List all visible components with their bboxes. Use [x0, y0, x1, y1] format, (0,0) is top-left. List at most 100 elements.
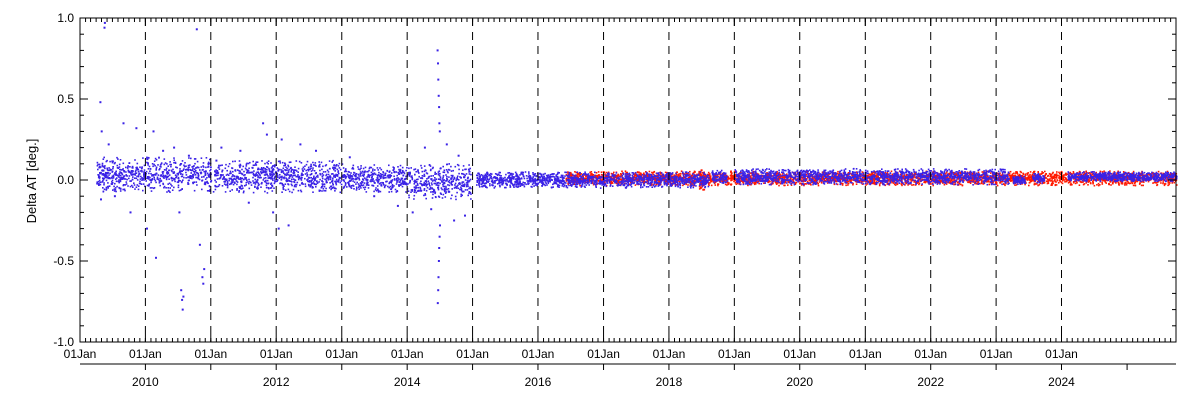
series-red-point: [1000, 174, 1003, 176]
series-red-point: [1153, 181, 1156, 184]
series-blue-point: [183, 176, 185, 179]
series-red-point: [646, 182, 649, 185]
series-blue-point: [218, 164, 220, 167]
series-red-point: [600, 171, 603, 173]
series-blue-point: [98, 179, 101, 182]
series-blue-point: [112, 167, 114, 170]
series-red-point: [569, 174, 572, 177]
series-blue-point: [147, 162, 149, 164]
series-blue-point: [105, 189, 108, 191]
series-blue-point: [131, 178, 134, 181]
series-blue-point: [295, 175, 297, 178]
series-blue-point: [196, 166, 199, 168]
series-blue-point: [323, 185, 326, 188]
series-blue-point: [312, 167, 314, 169]
series-red-point: [603, 181, 606, 183]
series-red-point: [1029, 181, 1032, 183]
series-red-point: [1022, 173, 1025, 176]
series-blue-point: [218, 166, 220, 168]
series-red-point: [578, 172, 580, 175]
series-blue-point: [99, 166, 101, 169]
series-red-point: [870, 174, 872, 176]
series-red-point: [1059, 172, 1061, 175]
series-red-point: [1019, 170, 1022, 173]
series-red-point: [817, 184, 820, 187]
series-red-point: [953, 183, 955, 186]
series-red-point: [868, 181, 871, 184]
series-blue-point: [192, 167, 194, 170]
series-blue-point: [166, 191, 168, 193]
series-blue-point: [255, 181, 257, 184]
series-red-point: [1059, 176, 1061, 179]
series-red-point: [778, 179, 780, 181]
series-blue-point: [103, 182, 105, 184]
series-blue-point: [270, 162, 272, 164]
series-red-point: [721, 180, 724, 183]
series-red-point: [689, 173, 691, 175]
series-blue-point: [112, 177, 115, 179]
series-blue-point: [287, 165, 290, 168]
series-blue-point: [199, 171, 202, 174]
series-blue-point: [106, 172, 109, 174]
series-blue-point: [118, 181, 120, 184]
series-red-point: [988, 183, 991, 186]
series-red-point: [1027, 172, 1029, 174]
series-red-point: [876, 176, 879, 178]
series-blue-point: [267, 182, 269, 185]
series-blue-point: [155, 167, 158, 170]
series-red-point: [595, 172, 598, 174]
series-blue-point: [218, 168, 221, 170]
series-blue-point: [239, 163, 242, 166]
series-red-point: [803, 178, 805, 180]
series-red-point: [1001, 178, 1004, 181]
series-blue-point: [247, 169, 249, 171]
series-blue-point: [160, 163, 163, 165]
series-blue-point: [285, 177, 287, 179]
series-blue-point: [114, 182, 116, 185]
series-blue-point: [162, 173, 164, 175]
series-red-point: [818, 181, 821, 183]
series-blue-point: [181, 160, 184, 162]
series-blue-point: [272, 168, 275, 171]
series-blue-point: [266, 173, 268, 176]
series-red-point: [1065, 177, 1067, 179]
series-blue-point: [125, 166, 127, 169]
series-red-point: [1064, 181, 1066, 183]
series-red-point: [1138, 183, 1141, 185]
series-blue-point: [264, 174, 267, 176]
series-red-point: [865, 180, 868, 183]
series-red-point: [730, 176, 732, 178]
series-red-point: [799, 182, 801, 185]
series-red-point: [1171, 182, 1173, 184]
series-blue-points: [96, 21, 1178, 311]
series-blue-point: [236, 188, 238, 190]
series-blue-point: [107, 176, 109, 178]
series-red-point: [980, 182, 983, 185]
series-red-point: [715, 177, 717, 180]
series-blue-point: [288, 174, 291, 176]
series-blue-point: [106, 172, 108, 175]
series-blue-point: [178, 179, 180, 182]
series-blue-point: [271, 175, 273, 178]
series-red-point: [1115, 178, 1117, 180]
series-red-point: [1009, 180, 1012, 182]
series-red-point: [824, 177, 827, 179]
series-red-point: [1061, 180, 1064, 182]
series-blue-point: [197, 174, 200, 177]
series-red-point: [963, 179, 965, 181]
series-blue-point: [309, 186, 312, 188]
series-red-point: [845, 184, 847, 187]
series-blue-point: [118, 180, 120, 183]
series-blue-point: [327, 179, 330, 181]
series-red-point: [601, 178, 604, 181]
series-blue-point: [124, 189, 126, 192]
series-red-point: [817, 182, 819, 185]
series-red-point: [779, 176, 782, 178]
series-blue-point: [158, 157, 160, 159]
series-red-point: [731, 177, 733, 180]
series-blue-point: [141, 177, 143, 179]
series-blue-point: [327, 178, 330, 180]
series-blue-point: [139, 173, 141, 175]
series-blue-point: [108, 174, 110, 176]
series-blue-point: [204, 181, 206, 184]
